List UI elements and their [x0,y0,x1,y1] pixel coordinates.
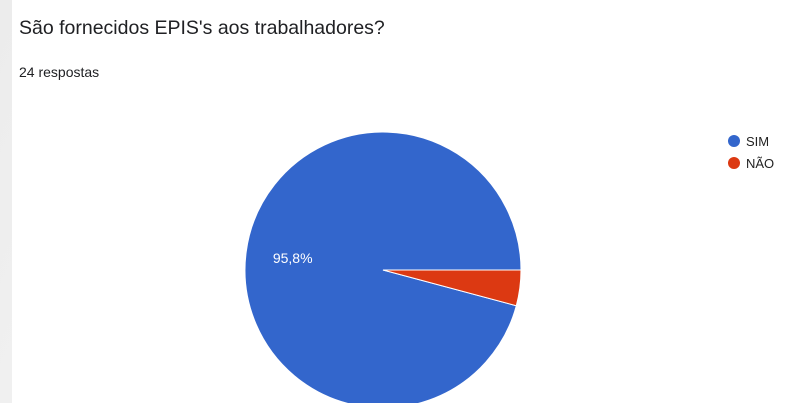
legend-item-sim[interactable]: SIM [728,130,774,152]
chart-card: São fornecidos EPIS's aos trabalhadores?… [12,0,786,403]
legend-item-não[interactable]: NÃO [728,152,774,174]
pie-chart: 95,8% [244,131,522,403]
pie-slice-não[interactable] [382,269,522,307]
pie-slice-sim[interactable] [244,131,522,403]
legend-swatch-icon [728,157,740,169]
legend-label: NÃO [746,155,775,171]
chart-legend: SIM NÃO [728,130,774,174]
chart-title: São fornecidos EPIS's aos trabalhadores? [19,17,385,39]
slice-data-label: 95,8% [273,250,313,266]
legend-swatch-icon [728,135,740,147]
response-count: 24 respostas [19,64,100,80]
legend-label: SIM [746,133,770,149]
